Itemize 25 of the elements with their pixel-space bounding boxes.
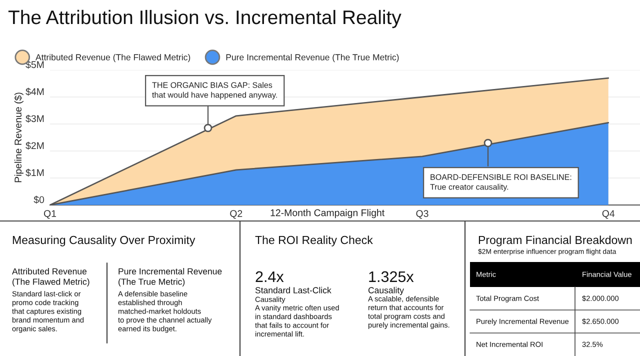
text: Standard Last-Click <box>255 286 332 294</box>
x-tick-label: Q4 <box>602 210 615 219</box>
text: Pure Incremental Revenue (The True Metric) <box>118 268 222 287</box>
y-tick-label: $0 <box>34 196 44 204</box>
legend-label: Pure Incremental Revenue (The True Metric) <box>226 54 399 62</box>
legend-label: Attributed Revenue (The Flawed Metric) <box>36 54 190 62</box>
text: The ROI Reality Check <box>255 236 373 246</box>
y-tick-label: $4M <box>26 88 44 96</box>
x-axis-title: 12-Month Campaign Flight <box>270 209 385 218</box>
y-axis-title: Pipeline Revenue ($) <box>14 92 24 182</box>
text: 2.4x <box>256 271 284 282</box>
y-tick-label: $1M <box>26 168 44 177</box>
text: Attributed Revenue (The Flawed Metric) <box>12 268 90 287</box>
x-tick-label: Q3 <box>416 210 428 219</box>
text: Causality <box>368 286 404 296</box>
text: 1.325x <box>369 271 414 282</box>
text: Measuring Causality Over Proximity <box>12 236 196 246</box>
y-tick-label: $2M <box>26 142 44 150</box>
annotation: BOARD-DEFENSIBLE ROI BASELINE: True creator causality. <box>430 174 572 192</box>
text: Program Financial Breakdown <box>478 236 632 246</box>
y-tick-label: $3M <box>26 114 44 123</box>
chart-title: The Attribution Illusion vs. Incremental Reality <box>8 10 402 28</box>
x-tick-label: Q2 <box>230 210 242 219</box>
annotation: THE ORGANIC BIAS GAP: Sales that would have happened anyway. <box>152 82 277 100</box>
x-tick-label: Q1 <box>44 210 56 219</box>
